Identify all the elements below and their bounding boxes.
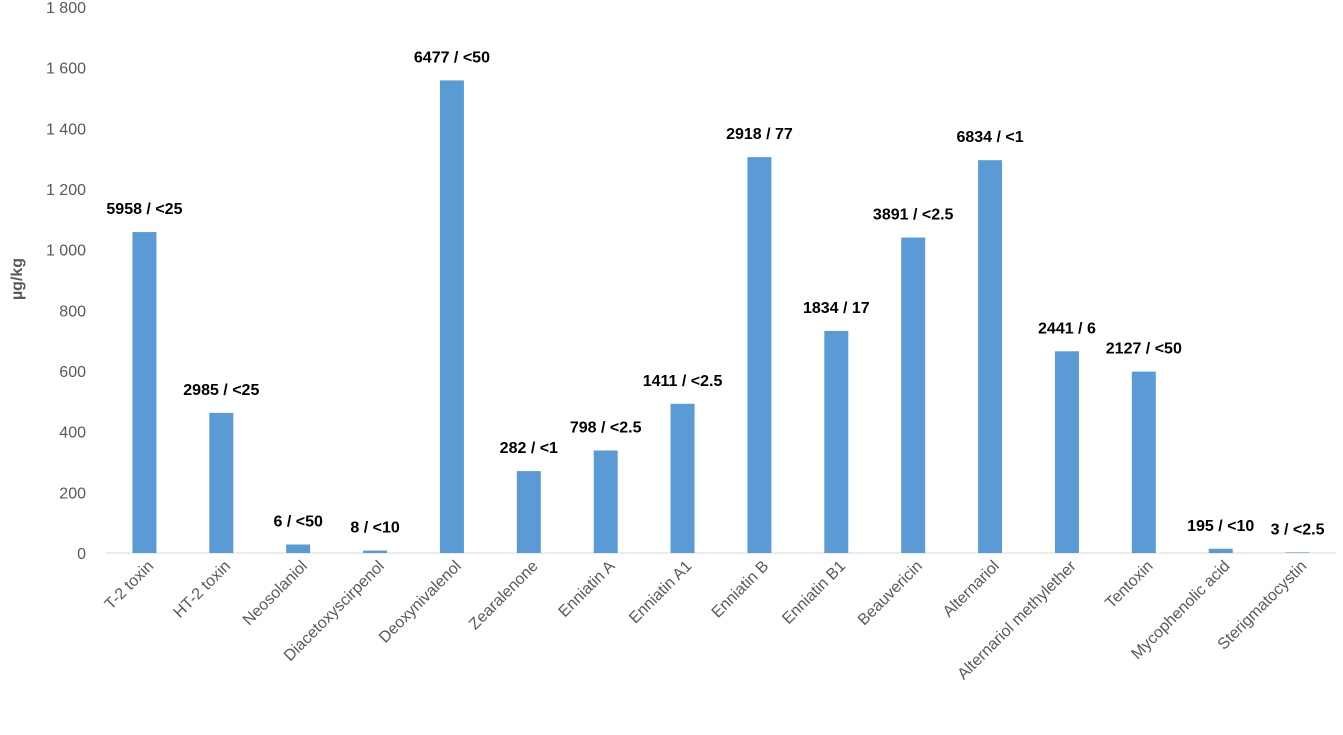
y-tick-label: 800 [59, 303, 86, 320]
x-tick-label: Enniatin A1 [626, 558, 695, 627]
bar [1131, 371, 1156, 553]
data-label: 6 / <50 [274, 514, 323, 531]
data-label: 6834 / <1 [956, 129, 1023, 146]
x-tick-label: Zearalenone [466, 558, 542, 634]
data-label: 2441 / 6 [1038, 320, 1096, 337]
data-label: 2127 / <50 [1106, 341, 1182, 358]
y-tick-label: 1 600 [46, 61, 86, 78]
data-label: 1411 / <2.5 [643, 373, 723, 390]
y-tick-label: 1 400 [46, 121, 86, 138]
bar [439, 80, 464, 553]
bar [593, 450, 618, 553]
bar [132, 232, 157, 553]
y-tick-label: 600 [59, 364, 86, 381]
x-axis-labels: T-2 toxin HT-2 toxin NeosolaniolDiacetoxys… [102, 557, 1311, 683]
data-label: 195 / <10 [1187, 518, 1254, 535]
data-label: 5958 / <25 [106, 201, 182, 218]
bars [132, 80, 1310, 554]
data-label: 798 / <2.5 [570, 419, 642, 436]
x-tick-label: HT-2 toxin [171, 558, 235, 622]
bar [286, 544, 311, 553]
data-label: 8 / <10 [350, 520, 399, 537]
y-axis-label: µg/kg [9, 258, 26, 300]
bar [670, 403, 695, 553]
y-tick-label: 0 [77, 546, 86, 563]
bar [978, 160, 1003, 553]
bar [516, 471, 541, 553]
bar [1054, 351, 1079, 553]
y-axis: 0 200 400 600 800 1 000 1 200 1 400 1 600 1 800 [46, 0, 86, 563]
data-label: 1834 / 17 [803, 300, 870, 317]
x-tick-label: Tentoxin [1102, 558, 1156, 612]
y-tick-label: 1 800 [46, 0, 86, 17]
bar [747, 157, 772, 553]
x-tick-label: Beauvericin [855, 558, 926, 629]
data-label: 2918 / 77 [726, 126, 793, 143]
data-labels: 5958 / <25 2985 / <25 6 / <50 8 / <10 6477 /… [106, 49, 1324, 538]
bar [1208, 548, 1233, 553]
y-tick-label: 400 [59, 425, 86, 442]
x-tick-label: Enniatin A [556, 558, 619, 621]
x-tick-label: Alternariol [940, 558, 1003, 621]
x-tick-label: Enniatin B [709, 558, 773, 622]
y-tick-label: 1 000 [46, 243, 86, 260]
data-label: 3 / <2.5 [1271, 521, 1325, 538]
bar [363, 550, 388, 553]
x-tick-label: Deoxynivalenol [376, 558, 465, 647]
y-tick-label: 1 200 [46, 182, 86, 199]
bar [901, 237, 926, 554]
x-tick-label: Neosolaniol [240, 558, 311, 629]
x-tick-label: T-2 toxin [102, 558, 157, 613]
bar [209, 412, 234, 553]
data-label: 6477 / <50 [414, 49, 490, 66]
bar [1285, 552, 1310, 553]
data-label: 3891 / <2.5 [873, 207, 954, 224]
x-tick-label: Enniatin B1 [779, 558, 849, 628]
data-label: 2985 / <25 [183, 382, 259, 399]
data-label: 282 / <1 [500, 440, 558, 457]
bar [824, 330, 849, 553]
y-tick-label: 200 [59, 485, 86, 502]
